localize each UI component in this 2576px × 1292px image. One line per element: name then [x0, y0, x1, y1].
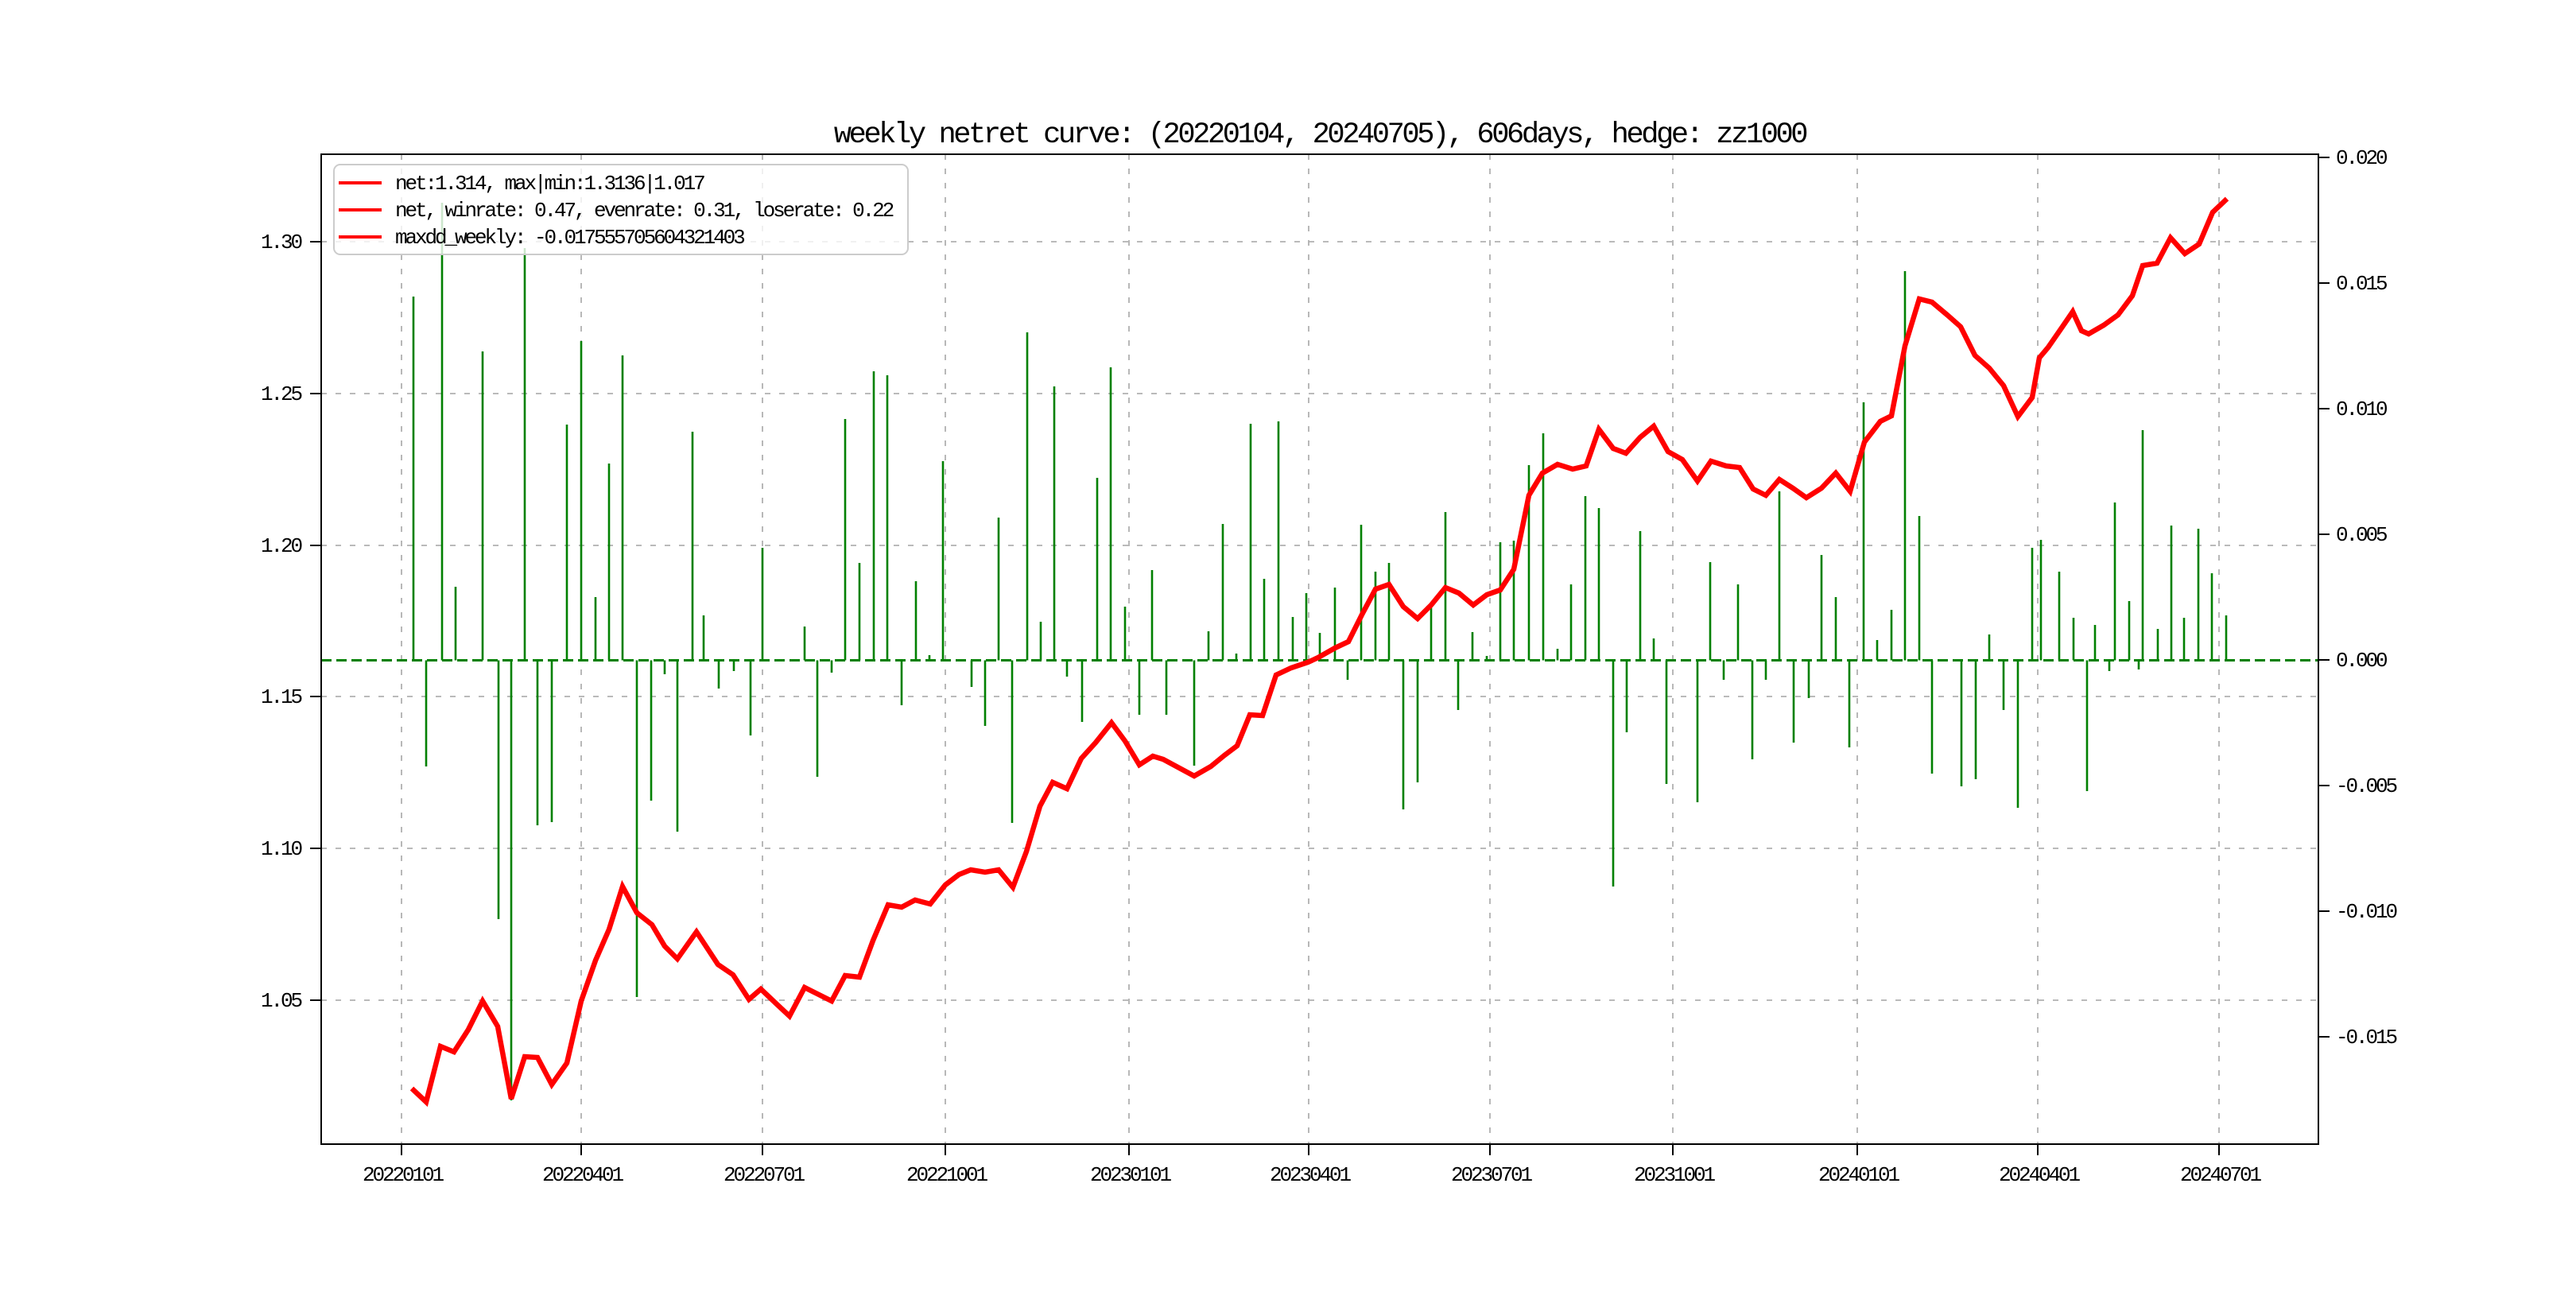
svg-text:20231001: 20231001: [1634, 1163, 1716, 1187]
svg-text:1.30: 1.30: [261, 231, 302, 254]
svg-text:20220401: 20220401: [542, 1163, 624, 1187]
svg-text:net, winrate: 0.47, evenrate:: net, winrate: 0.47, evenrate: 0.31, lose…: [395, 199, 894, 223]
svg-text:1.05: 1.05: [261, 989, 302, 1013]
svg-text:0.010: 0.010: [2336, 398, 2387, 421]
svg-text:-0.015: -0.015: [2336, 1026, 2397, 1050]
svg-text:20230701: 20230701: [1451, 1163, 1533, 1187]
svg-text:1.25: 1.25: [261, 382, 302, 406]
svg-text:20230101: 20230101: [1090, 1163, 1172, 1187]
svg-text:20240101: 20240101: [1818, 1163, 1900, 1187]
svg-text:maxdd_weekly: -0.0175557056043: maxdd_weekly: -0.017555705604321403: [395, 226, 744, 250]
svg-text:0.015: 0.015: [2336, 272, 2387, 296]
svg-text:20240701: 20240701: [2180, 1163, 2262, 1187]
svg-text:0.000: 0.000: [2336, 649, 2387, 673]
svg-text:0.005: 0.005: [2336, 523, 2387, 547]
svg-text:weekly netret curve: (20220104: weekly netret curve: (20220104, 20240705…: [834, 118, 1806, 152]
svg-text:0.020: 0.020: [2336, 146, 2387, 170]
svg-text:20221001: 20221001: [906, 1163, 988, 1187]
svg-text:-0.010: -0.010: [2336, 900, 2397, 924]
svg-text:1.15: 1.15: [261, 685, 302, 709]
svg-text:1.10: 1.10: [261, 837, 302, 861]
svg-text:20240401: 20240401: [1999, 1163, 2081, 1187]
svg-text:20220101: 20220101: [363, 1163, 444, 1187]
svg-text:net:1.314, max|min:1.3136|1.01: net:1.314, max|min:1.3136|1.017: [395, 172, 704, 196]
svg-text:20220701: 20220701: [724, 1163, 805, 1187]
svg-text:1.20: 1.20: [261, 534, 302, 558]
svg-text:20230401: 20230401: [1270, 1163, 1352, 1187]
svg-text:-0.005: -0.005: [2336, 774, 2397, 798]
